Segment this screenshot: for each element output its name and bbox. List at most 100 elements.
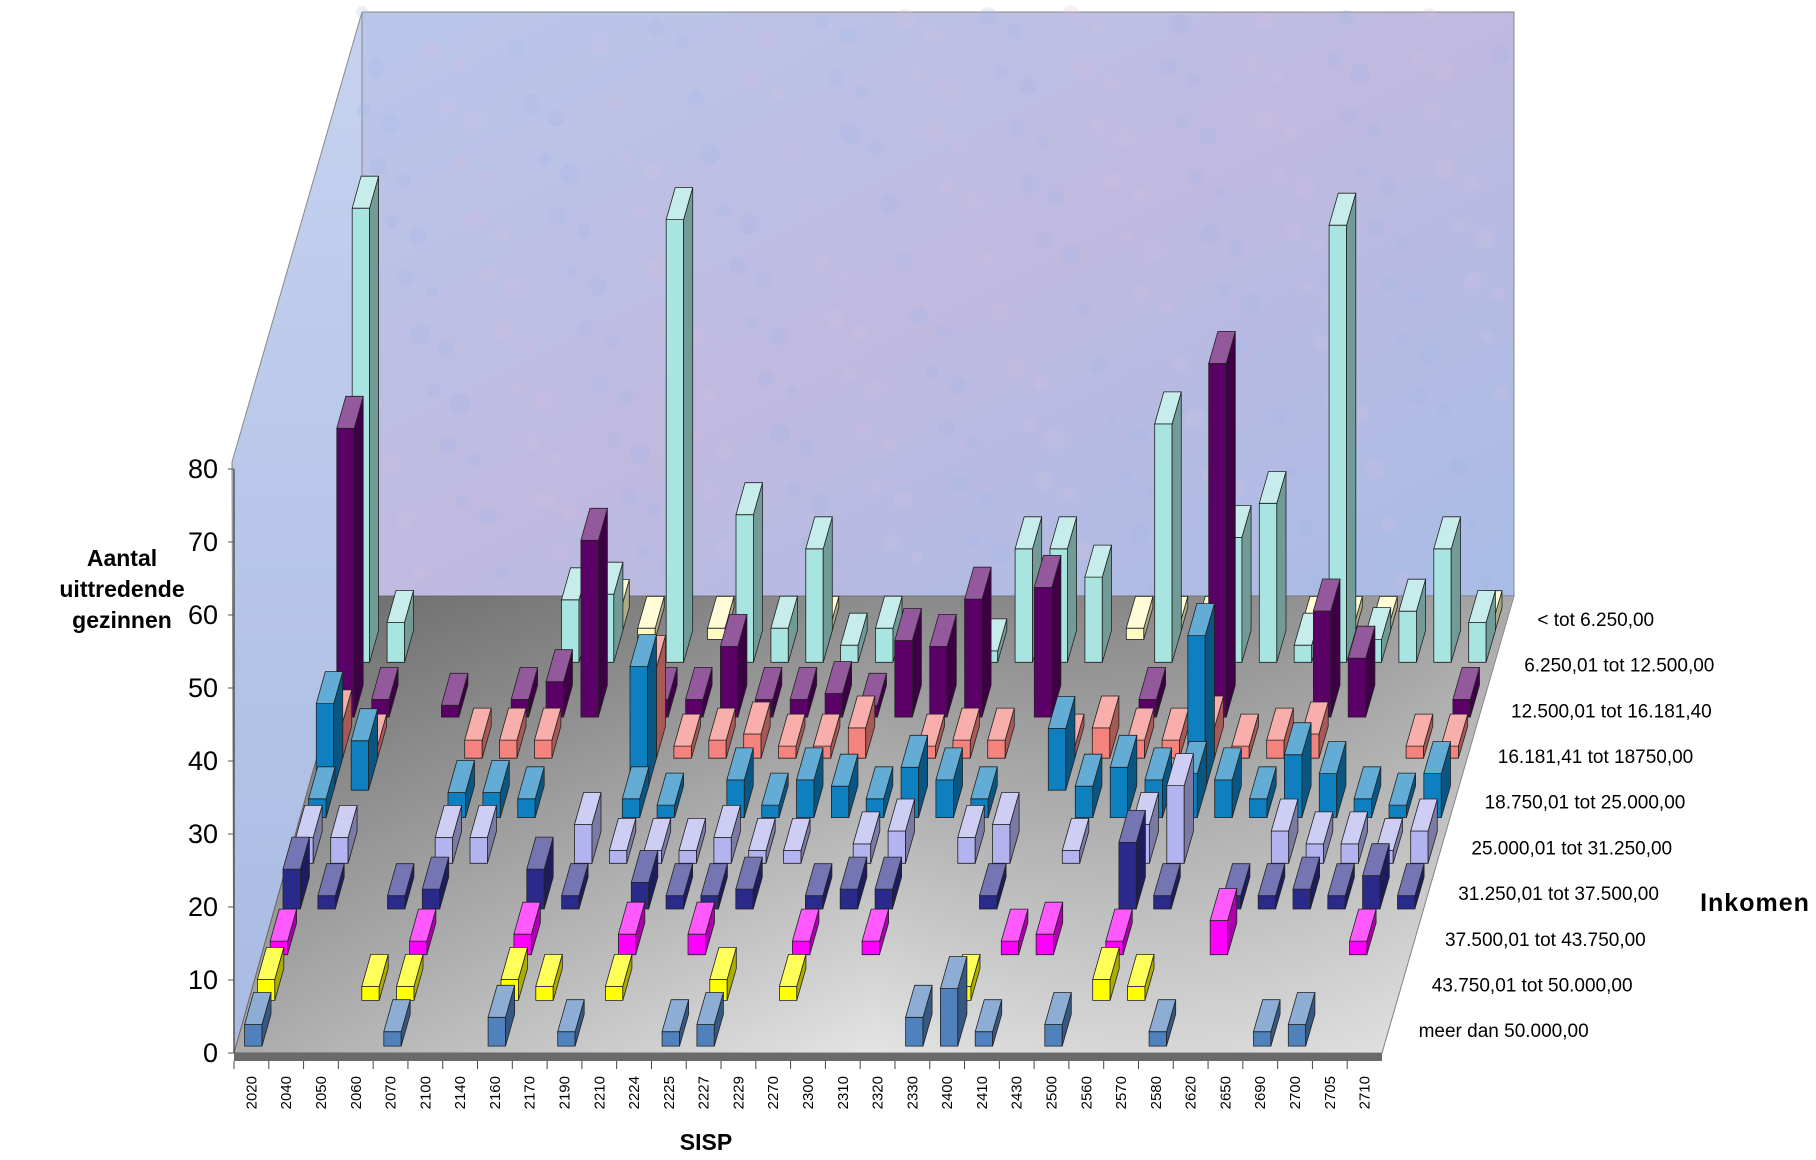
bar: [244, 992, 272, 1047]
bar-top-face: [665, 187, 694, 221]
bar: [561, 863, 589, 910]
bar-top-face: [874, 856, 903, 890]
bar-front-face: [317, 895, 336, 910]
wall-texture-dot: [769, 327, 787, 345]
bar-top-face: [1452, 667, 1481, 700]
wall-texture-dot: [508, 40, 524, 56]
bar: [1292, 856, 1321, 910]
wall-texture-dot: [1272, 168, 1286, 182]
bar-top-face: [580, 507, 608, 541]
wall-texture-dot: [1382, 518, 1396, 532]
bar-top-face: [1033, 555, 1062, 588]
bar-front-face: [992, 824, 1011, 864]
wall-texture-dot: [979, 7, 997, 25]
wall-texture-dot: [825, 309, 845, 329]
bar-top-face: [1348, 908, 1377, 942]
wall-texture-dot: [1286, 466, 1298, 478]
bar: [386, 590, 415, 663]
wall-texture-dot: [1033, 375, 1049, 391]
wall-texture-dot: [1350, 64, 1370, 84]
bar-front-face: [350, 740, 370, 791]
wall-texture-dot: [618, 390, 634, 406]
bar-top-face: [830, 753, 859, 787]
wall-texture-dot: [560, 164, 580, 184]
wall-texture-dot: [552, 548, 566, 562]
bar-top-face: [1318, 741, 1347, 774]
bar-top-face: [687, 901, 716, 935]
wall-texture-dot: [1368, 220, 1384, 236]
wall-texture-dot: [924, 122, 942, 140]
bar: [1047, 696, 1076, 791]
bar-front-face: [875, 627, 894, 663]
bar-top-face: [1362, 843, 1390, 877]
wall-texture-dot: [409, 227, 427, 245]
bar-top-face: [1433, 516, 1462, 550]
bar: [408, 908, 437, 956]
wall-texture-dot: [897, 253, 911, 267]
wall-texture-dot: [426, 286, 438, 298]
bar-front-face: [964, 598, 983, 718]
bar-top-face: [535, 954, 563, 987]
wall-texture-dot: [1063, 5, 1079, 21]
bar-top-face: [386, 863, 415, 897]
x-tick-label: 2700: [1287, 1076, 1304, 1109]
wall-texture-dot: [397, 173, 411, 187]
x-tick-label: 2020: [243, 1076, 260, 1109]
bar: [1468, 590, 1496, 663]
bar-top-face: [1208, 330, 1236, 364]
bar-side-face: [598, 508, 608, 718]
bar-top-face: [1126, 707, 1155, 741]
bar-top-face: [978, 863, 1007, 897]
bar: [687, 901, 716, 956]
bar-top-face: [500, 947, 529, 980]
wall-texture-dot: [479, 507, 497, 525]
wall-texture-dot: [1380, 274, 1400, 294]
wall-texture-dot: [714, 442, 732, 460]
wall-texture-dot: [1161, 301, 1173, 313]
wall-texture-dot: [1077, 303, 1091, 317]
x-tick-label: 2570: [1113, 1076, 1130, 1109]
bar-front-face: [720, 646, 739, 718]
bar-top-face: [840, 612, 868, 646]
wall-texture-dot: [1397, 333, 1411, 347]
bar-top-face: [396, 954, 424, 987]
bar-top-face: [783, 818, 811, 851]
bar: [656, 772, 685, 818]
bar-top-face: [770, 595, 798, 629]
bar-top-face: [1283, 722, 1312, 756]
wall-texture-dot: [1091, 21, 1103, 33]
wall-texture-dot: [1133, 285, 1149, 301]
wall-texture-dot: [1173, 355, 1189, 371]
bar: [957, 805, 985, 864]
bar: [929, 614, 957, 718]
bar-front-face: [1000, 940, 1020, 956]
x-tick-label: 2310: [835, 1076, 852, 1109]
bar-front-face: [874, 888, 893, 910]
wall-texture-dot: [380, 114, 400, 134]
wall-texture-dot: [1060, 244, 1080, 264]
wall-texture-dot: [1327, 53, 1341, 67]
wall-texture-dot: [386, 216, 398, 228]
wall-texture-dot: [981, 251, 993, 263]
bar-top-face: [1154, 391, 1182, 425]
bar: [861, 908, 890, 956]
bar-front-face: [421, 888, 441, 910]
z-tick-label: 12.500,01 tot 16.181,40: [1511, 701, 1712, 722]
bar-top-face: [1396, 863, 1425, 897]
wall-texture-dot: [923, 25, 939, 41]
bar: [440, 672, 469, 718]
wall-texture-dot: [1132, 188, 1146, 202]
bar-top-face: [604, 954, 633, 987]
bar-front-face: [1061, 850, 1081, 864]
bar-top-face: [1074, 753, 1103, 787]
bar-top-face: [696, 992, 724, 1025]
y-tick-label: 10: [188, 965, 218, 995]
bar-top-face: [315, 671, 344, 704]
bar: [939, 956, 968, 1047]
bar-front-face: [673, 745, 692, 759]
bar-front-face: [1347, 657, 1367, 718]
wall-texture-dot: [1313, 335, 1329, 351]
wall-texture-dot: [882, 438, 896, 452]
wall-texture-dot: [1228, 240, 1244, 256]
bar-top-face: [900, 734, 929, 768]
